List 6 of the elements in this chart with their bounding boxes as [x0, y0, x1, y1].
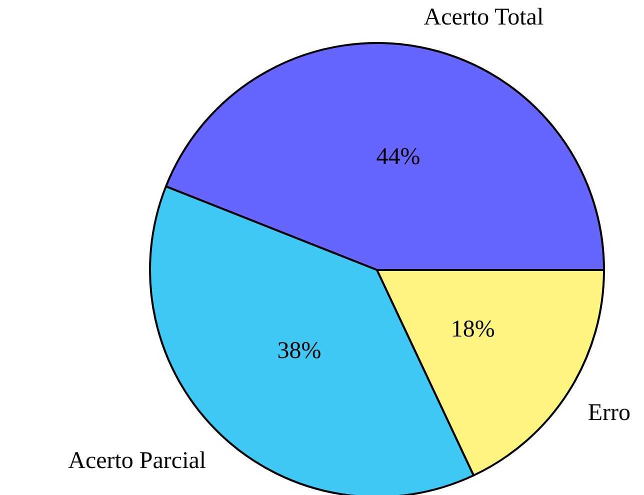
data-label: 38%	[277, 338, 322, 364]
slice-label: Acerto Total	[424, 4, 544, 31]
data-label: 44%	[376, 144, 420, 170]
slice-label: Acerto Parcial	[68, 448, 206, 474]
slice-label: Erro	[588, 400, 630, 426]
data-label: 18%	[450, 316, 495, 342]
